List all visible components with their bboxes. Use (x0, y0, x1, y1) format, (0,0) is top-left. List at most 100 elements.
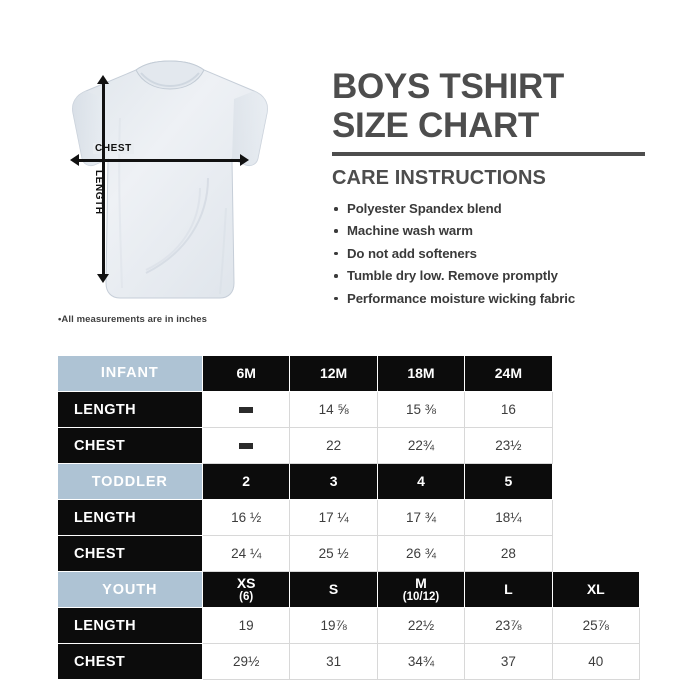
length-measure-label: LENGTH (93, 170, 104, 215)
measurement-cell: 24 ¼ (201, 535, 291, 572)
measurement-cell: 17 ¼ (289, 499, 378, 536)
size-column-header: 5 (464, 463, 553, 500)
chest-measure-label: CHEST (93, 143, 134, 154)
page-title-line2: SIZE CHART (332, 105, 540, 145)
page-title-line1: BOYS TSHIRT (332, 67, 564, 106)
row-label-length: LENGTH (57, 391, 203, 428)
measurement-cell: 22¾ (376, 427, 466, 464)
table-row: CHEST 24 ¼ 25 ½ 26 ¾ 28 (57, 535, 640, 572)
length-arrow-bottom-icon (97, 274, 109, 283)
tshirt-diagram: CHEST LENGTH •All measurements are in in… (58, 58, 313, 333)
measurement-cell: 25 ½ (289, 535, 378, 572)
measurement-cell: 34¾ (376, 643, 466, 680)
care-instructions-list: Polyester Spandex blend Machine wash war… (332, 198, 652, 310)
chest-measure-line (76, 159, 242, 162)
size-label: 18M (407, 365, 435, 382)
measurement-cell: 18¼ (464, 499, 553, 536)
measurement-cell (201, 427, 291, 464)
chest-arrow-right-icon (240, 154, 249, 166)
measurement-cell: 31 (289, 643, 378, 680)
size-sublabel: (6) (239, 590, 254, 603)
length-measure-line (102, 83, 105, 279)
empty-cell (552, 499, 640, 536)
size-label: 4 (417, 473, 425, 490)
no-value-dash-icon (239, 443, 254, 450)
measurement-cell: 25⅞ (551, 607, 640, 644)
title-and-care-panel: BOYS TSHIRT SIZE CHART CARE INSTRUCTIONS… (332, 67, 652, 310)
size-column-header: 24M (464, 355, 553, 392)
measurement-cell: 26 ¾ (376, 535, 466, 572)
title-divider (332, 152, 645, 156)
measurement-cell: 14 ⅝ (289, 391, 378, 428)
size-label: XL (586, 581, 605, 598)
table-row: LENGTH 14 ⅝ 15 ⅜ 16 (57, 391, 640, 428)
size-label: 2 (242, 473, 251, 490)
group-name-youth: YOUTH (57, 571, 203, 608)
measurement-cell: 23⅞ (464, 607, 553, 644)
list-item: Do not add softeners (332, 243, 652, 265)
measurement-cell: 17 ¾ (376, 499, 466, 536)
row-label-chest: CHEST (57, 427, 203, 464)
chest-arrow-left-icon (70, 154, 79, 166)
measurement-cell (201, 391, 291, 428)
size-column-header: XL (551, 571, 640, 608)
size-column-header: XS (6) (201, 571, 291, 608)
table-row: LENGTH 19 19⅞ 22½ 23⅞ 25⅞ (57, 607, 640, 644)
measurement-units-note: •All measurements are in inches (58, 314, 207, 325)
measurement-cell: 16 (464, 391, 553, 428)
size-column-header: 12M (289, 355, 378, 392)
table-row: LENGTH 16 ½ 17 ¼ 17 ¾ 18¼ (57, 499, 640, 536)
size-label: 6M (236, 365, 256, 382)
measurement-cell: 28 (464, 535, 553, 572)
measurement-cell: 16 ½ (201, 499, 291, 536)
list-item: Tumble dry low. Remove promptly (332, 265, 652, 287)
measurement-cell: 15 ⅜ (376, 391, 466, 428)
list-item: Polyester Spandex blend (332, 198, 652, 220)
size-chart-table: INFANT 6M 12M 18M 24M LENGTH 14 ⅝ 15 ⅜ 16 CHEST 22… (57, 355, 640, 680)
length-arrow-top-icon (97, 75, 109, 84)
size-sublabel: (10/12) (402, 590, 440, 603)
size-label: 24M (494, 365, 522, 382)
top-section: CHEST LENGTH •All measurements are in in… (0, 0, 700, 340)
list-item: Machine wash warm (332, 220, 652, 242)
size-label: M (415, 575, 427, 592)
size-column-header: 2 (201, 463, 291, 500)
size-chart-table-wrapper: INFANT 6M 12M 18M 24M LENGTH 14 ⅝ 15 ⅜ 16 CHEST 22… (57, 355, 642, 680)
table-group-header-row: YOUTH XS (6) S M (10/12) L XL (57, 571, 640, 608)
group-name-toddler: TODDLER (57, 463, 203, 500)
size-label: 5 (504, 473, 513, 490)
size-column-header: 6M (201, 355, 291, 392)
row-label-chest: CHEST (57, 535, 203, 572)
measurement-cell: 22 (289, 427, 378, 464)
list-item: Performance moisture wicking fabric (332, 288, 652, 310)
measurement-cell: 23½ (464, 427, 553, 464)
table-row: CHEST 22 22¾ 23½ (57, 427, 640, 464)
size-column-header: 18M (376, 355, 466, 392)
row-label-length: LENGTH (57, 499, 203, 536)
empty-cell (552, 355, 640, 392)
care-instructions-heading: CARE INSTRUCTIONS (332, 167, 546, 189)
size-column-header: 3 (289, 463, 378, 500)
empty-cell (552, 427, 640, 464)
no-value-dash-icon (239, 407, 254, 414)
row-label-chest: CHEST (57, 643, 203, 680)
size-column-header: M (10/12) (376, 571, 466, 608)
size-column-header: 4 (376, 463, 466, 500)
size-label: L (504, 581, 513, 598)
table-row: CHEST 29½ 31 34¾ 37 40 (57, 643, 640, 680)
row-label-length: LENGTH (57, 607, 203, 644)
size-column-header: S (289, 571, 378, 608)
size-label: 12M (319, 365, 348, 382)
empty-cell (552, 535, 640, 572)
table-group-header-row: TODDLER 2 3 4 5 (57, 463, 640, 500)
empty-cell (552, 391, 640, 428)
size-label: 3 (329, 473, 338, 490)
size-label: S (328, 581, 339, 598)
table-group-header-row: INFANT 6M 12M 18M 24M (57, 355, 640, 392)
measurement-cell: 19 (201, 607, 291, 644)
measurement-cell: 22½ (376, 607, 466, 644)
measurement-cell: 37 (464, 643, 553, 680)
size-label: XS (236, 575, 256, 592)
page-title: BOYS TSHIRT SIZE CHART (332, 67, 652, 145)
size-column-header: L (464, 571, 553, 608)
